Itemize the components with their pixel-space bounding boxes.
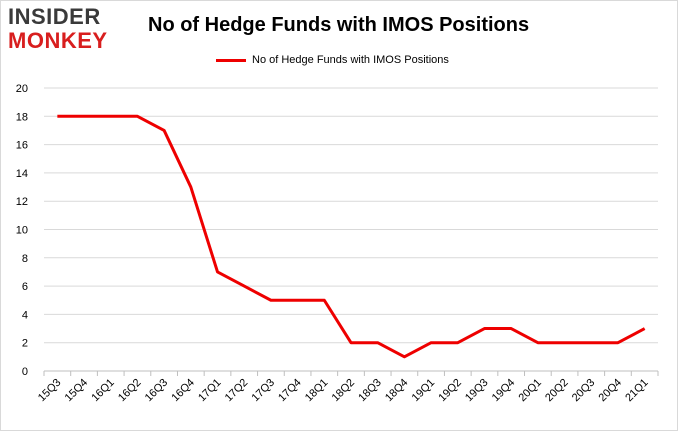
x-tick-label: 20Q4 [597,377,625,405]
legend-swatch [216,58,246,62]
x-tick-label: 17Q2 [223,377,251,405]
x-tick-label: 17Q1 [196,377,224,405]
x-tick-label: 18Q4 [383,377,411,405]
y-tick-label: 2 [22,338,28,350]
y-tick-label: 14 [16,168,28,180]
x-tick-label: 20Q2 [543,377,571,405]
x-tick-label: 18Q3 [356,377,384,405]
chart-legend: No of Hedge Funds with IMOS Positions [216,54,449,66]
y-tick-label: 20 [16,83,28,95]
x-tick-label: 20Q1 [516,377,544,405]
series-line [57,114,646,359]
y-tick-label: 16 [16,140,28,152]
x-tick-label: 16Q1 [89,377,117,405]
insider-monkey-logo: INSIDER MONKEY [8,4,128,56]
legend-label: No of Hedge Funds with IMOS Positions [252,54,449,66]
y-tick-label: 12 [16,196,28,208]
chart-title: No of Hedge Funds with IMOS Positions [148,14,530,36]
y-tick-label: 10 [16,225,28,237]
y-tick-label: 6 [22,281,28,293]
logo-line1: INSIDER [8,4,101,29]
y-tick-label: 0 [22,366,28,378]
x-tick-label: 16Q4 [169,377,197,405]
x-tick-label: 21Q1 [623,377,651,405]
x-tick-label: 15Q3 [36,377,64,405]
x-tick-label: 17Q4 [276,377,304,405]
y-axis: 0 2 4 6 8 10 12 14 16 18 20 [16,83,28,378]
x-tick-label: 19Q1 [410,377,438,405]
x-tick-label: 18Q2 [330,377,358,405]
x-tick-label: 19Q4 [490,377,518,405]
x-tick-label: 16Q3 [143,377,171,405]
x-tick-label: 20Q3 [570,377,598,405]
series-layer [57,114,646,359]
x-tick-label: 19Q3 [463,377,491,405]
x-tick-label: 15Q4 [63,377,91,405]
y-tick-label: 18 [16,111,28,123]
x-tick-label: 16Q2 [116,377,144,405]
x-axis: 15Q3 15Q4 16Q1 16Q2 16Q3 16Q4 17Q1 17Q2 17Q3 17Q4… [36,371,659,405]
x-tick-label: 18Q1 [303,377,331,405]
logo-line2: MONKEY [8,28,108,53]
gridlines [44,87,658,372]
y-tick-label: 4 [22,309,28,321]
x-tick-label: 17Q3 [250,377,278,405]
y-tick-label: 8 [22,253,28,265]
x-tick-label: 19Q2 [436,377,464,405]
